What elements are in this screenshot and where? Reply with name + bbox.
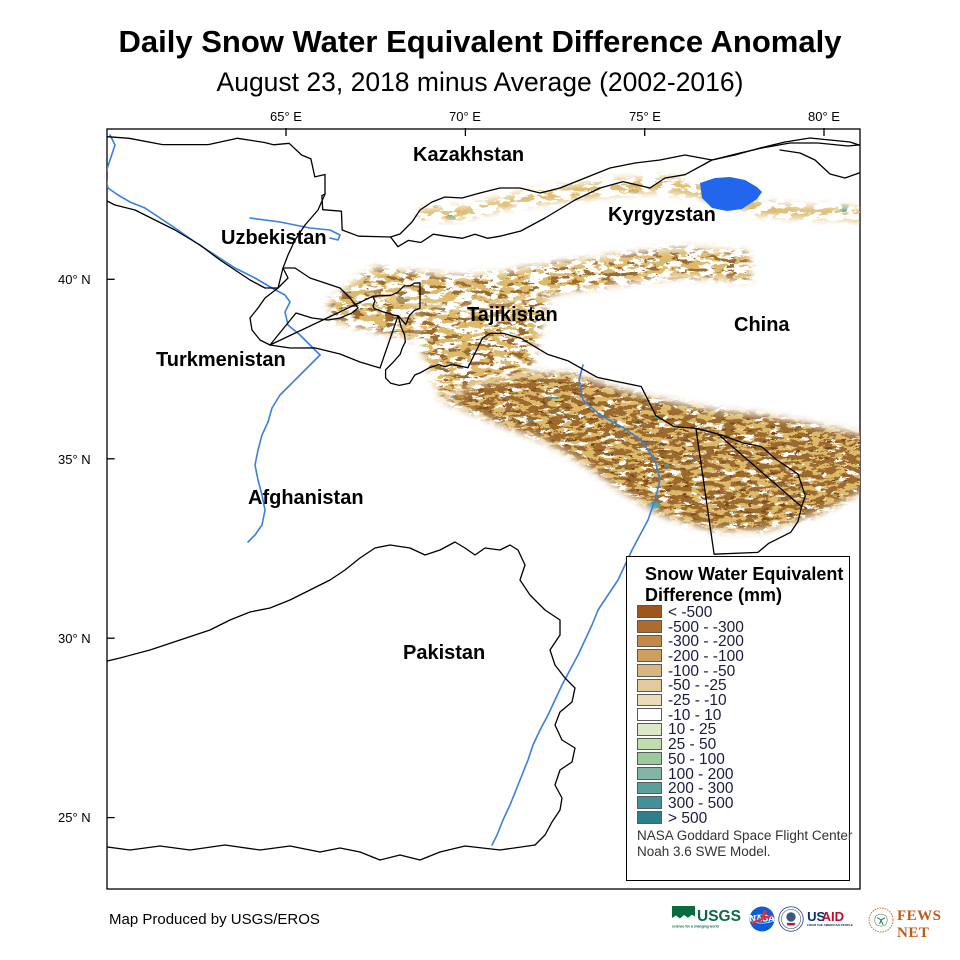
svg-text:AID: AID	[822, 909, 844, 924]
svg-text:USGS: USGS	[697, 908, 741, 925]
svg-text:science for a changing world: science for a changing world	[672, 925, 719, 929]
svg-text:FROM THE AMERICAN PEOPLE: FROM THE AMERICAN PEOPLE	[807, 923, 853, 927]
